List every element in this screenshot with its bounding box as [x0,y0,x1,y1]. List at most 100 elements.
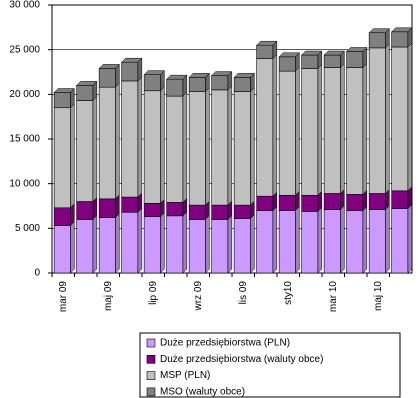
bar-segment [233,77,251,92]
bar-side [385,204,390,274]
bar-top [53,88,75,93]
bar-side [205,87,210,206]
x-tick-label: lis 09 [238,281,249,305]
bar-top [391,27,413,33]
bar-segment [391,208,409,274]
bar-segment [301,54,319,69]
x-tick-label: sty10 [283,281,294,305]
bar-segment [278,194,296,211]
x-tick-label: wrz 09 [193,281,204,312]
bar-top [278,52,300,58]
bar-side [92,95,98,203]
bar-side [272,205,278,274]
bar-segment [256,44,274,59]
y-tick-label: 30 000 [9,0,40,11]
bar-segment [98,198,116,218]
legend-swatch [146,371,156,380]
bar-side [340,204,345,274]
bar-segment [256,210,274,274]
bar-segment [301,194,319,212]
bar-segment [98,217,116,274]
bar-segment [368,47,386,194]
bar-segment [188,204,206,220]
bar-side [70,103,75,209]
bar-segment [188,77,206,92]
x-tick-label: mar 10 [328,281,339,313]
bar-side [115,82,120,200]
legend-label: Duże przedsiębiorstwa (waluty obce) [160,354,323,365]
bar-side [295,205,300,274]
bar-side [92,214,98,274]
y-tick-label: 20 000 [9,89,40,100]
bar-top [143,70,165,75]
bar-segment [278,70,296,196]
bar-segment [323,54,341,68]
y-tick-label: 0 [34,268,40,279]
bar-segment [346,51,364,68]
bar-top [368,28,390,33]
bar-segment [233,204,251,219]
bar-side [160,86,165,204]
bar-segment [121,80,139,198]
x-tick-label: mar 09 [58,281,69,313]
bar-segment [323,209,341,274]
bar-segment [166,215,184,274]
bar-side [205,214,210,274]
bar-segment [301,211,319,274]
bar-segment [76,85,94,101]
bar-segment [233,218,251,274]
bar-top [188,73,210,78]
bar-side [227,85,233,206]
bar-segment [368,193,386,210]
bar-segment [188,219,206,274]
bar-top [233,73,255,78]
bar-segment [121,211,139,274]
bar-segment [368,209,386,274]
bar-segment [143,203,161,218]
bar-segment [346,194,364,211]
bar-segment [233,91,251,206]
bar-segment [121,61,139,82]
bar-segment [278,210,296,274]
bar-segment [98,86,116,200]
bar-segment [346,67,364,195]
bar-segment [53,207,71,226]
bar-segment [166,95,184,203]
legend-swatch [146,354,156,364]
bar-segment [53,92,71,109]
y-tick-label: 10 000 [9,178,40,189]
bar-segment [143,74,161,92]
bar-side [362,205,368,274]
bar-segment [391,46,409,192]
bar-segment [323,193,341,210]
bar-top [346,47,368,52]
bar-segment [278,56,296,72]
bar-segment [211,89,229,206]
bar-segment [346,210,364,274]
bar-segment [323,67,341,194]
legend-swatch [146,387,156,397]
bar-segment [256,195,274,211]
legend-box [139,332,401,398]
y-tick-label: 25 000 [9,44,40,55]
bar-side [385,43,390,195]
bar-side [70,221,75,274]
bar-top [121,57,143,63]
bar-side [272,53,278,197]
bar-side [317,206,323,274]
bar-segment [301,68,319,196]
x-tick-label: maj 09 [103,281,114,311]
bar-segment [53,107,71,209]
bar-top [166,74,188,80]
y-tick-label: 5 000 [15,223,40,234]
bar-segment [98,68,116,88]
bar-segment [256,58,274,197]
bar-side [250,87,255,206]
bar-segment [166,78,184,97]
bar-side [137,76,143,198]
bar-segment [211,75,229,91]
bar-segment [76,219,94,274]
bar-segment [211,204,229,220]
bar-side [227,214,233,274]
